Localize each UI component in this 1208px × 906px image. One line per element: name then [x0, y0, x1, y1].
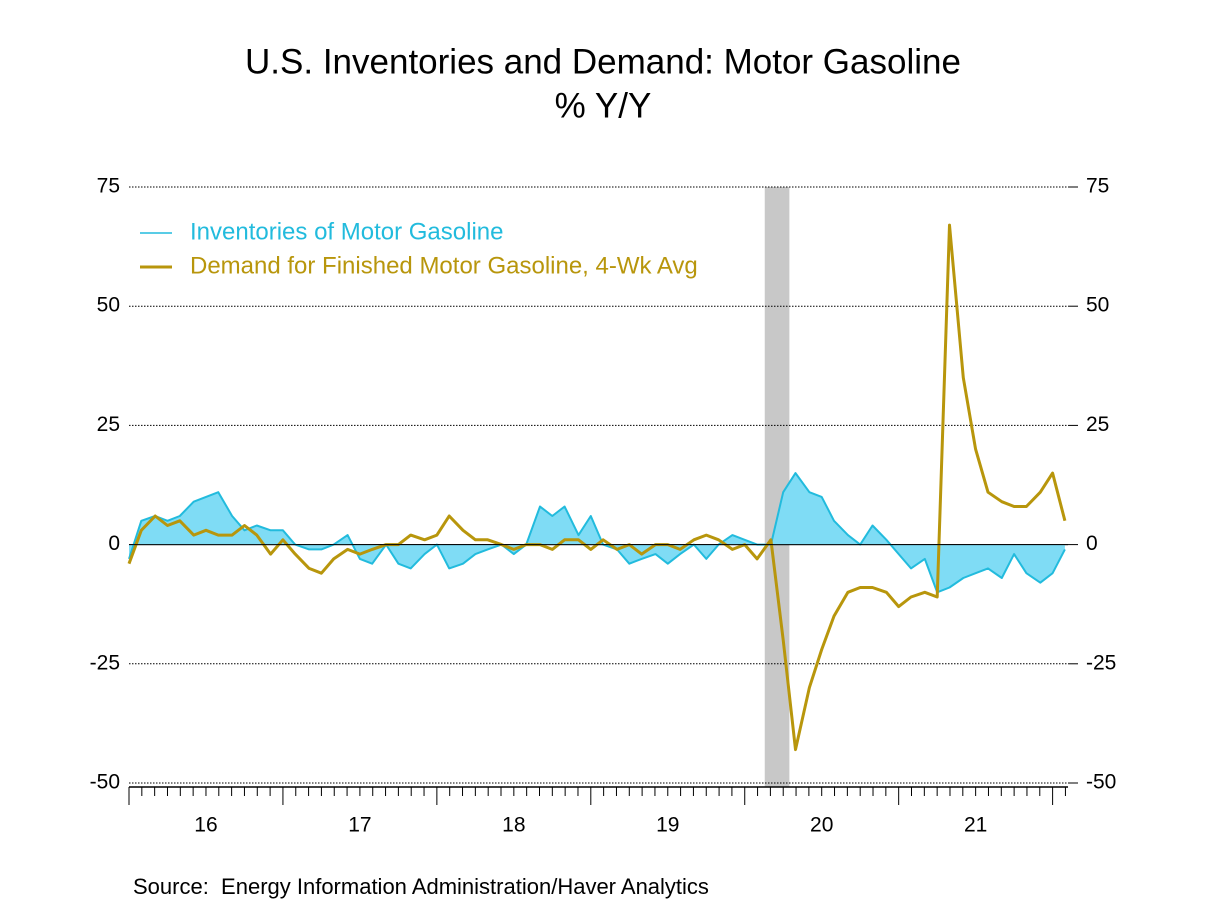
y2-tick-label: -50 — [1086, 771, 1116, 794]
x-tick-label: 19 — [656, 814, 679, 837]
legend-label: Inventories of Motor Gasoline — [190, 218, 504, 245]
shaded-period — [764, 187, 790, 787]
x-tick-label: 20 — [810, 814, 833, 837]
x-tick-label: 18 — [502, 814, 525, 837]
chart-title: U.S. Inventories and Demand: Motor Gasol… — [245, 42, 961, 81]
y-tick-label: 50 — [97, 294, 120, 317]
y2-tick-label: 50 — [1086, 294, 1109, 317]
y-tick-label: 75 — [97, 175, 120, 198]
y2-tick-label: -25 — [1086, 651, 1116, 674]
y-tick-label: -25 — [90, 651, 120, 674]
y2-tick-label: 25 — [1086, 413, 1109, 436]
chart-subtitle: % Y/Y — [555, 86, 652, 125]
y-tick-label: -50 — [90, 771, 120, 794]
y-tick-label: 25 — [97, 413, 120, 436]
x-tick-label: 16 — [194, 814, 217, 837]
source-note: Source: Energy Information Administratio… — [133, 874, 709, 899]
legend-label: Demand for Finished Motor Gasoline, 4-Wk… — [190, 252, 698, 279]
series-line — [128, 472, 1066, 594]
y-tick-label: 0 — [108, 532, 120, 555]
y2-tick-label: 75 — [1086, 175, 1109, 198]
y2-tick-label: 0 — [1086, 532, 1098, 555]
x-tick-label: 17 — [348, 814, 371, 837]
x-tick-label: 21 — [964, 814, 987, 837]
